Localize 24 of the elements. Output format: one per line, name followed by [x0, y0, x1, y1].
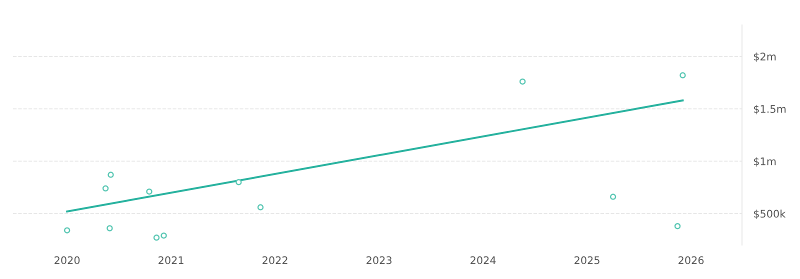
- point: [108, 172, 114, 178]
- x-tick-label: 2023: [366, 256, 392, 264]
- point: [680, 72, 686, 78]
- point: [106, 225, 113, 232]
- y-tick-label: $2m: [754, 52, 776, 62]
- x-tick-label: 2022: [262, 256, 288, 264]
- point: [257, 204, 264, 210]
- point: [674, 223, 681, 230]
- point: [160, 232, 167, 239]
- y-tick-label: $1.5m: [754, 104, 786, 114]
- point: [236, 179, 242, 186]
- x-tick-label: 2020: [54, 256, 80, 264]
- x-tick-label: 2021: [158, 256, 184, 264]
- x-tick-label: 2026: [678, 256, 704, 264]
- y-tick-label: $1m: [754, 157, 776, 167]
- point: [146, 188, 152, 195]
- point: [519, 78, 526, 85]
- point: [102, 185, 109, 192]
- x-tick-label: 2025: [574, 256, 600, 264]
- y-tick-label: $500k: [754, 210, 786, 220]
- point: [610, 194, 616, 200]
- point: [64, 227, 70, 234]
- point: [153, 234, 160, 241]
- x-tick-label: 2024: [470, 256, 496, 264]
